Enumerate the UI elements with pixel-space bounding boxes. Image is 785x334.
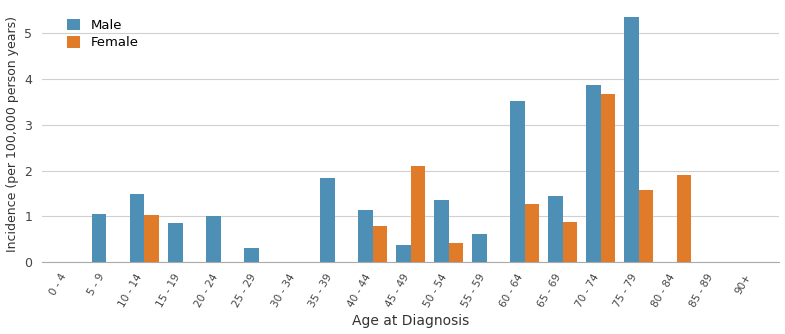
Bar [677, 175, 692, 262]
Bar [144, 215, 159, 262]
Bar [563, 222, 577, 262]
Bar [524, 204, 539, 262]
Bar [601, 94, 615, 262]
Bar [320, 177, 334, 262]
Legend: Male, Female: Male, Female [63, 15, 143, 53]
Bar [206, 215, 221, 262]
Bar [548, 196, 563, 262]
Bar [373, 226, 387, 262]
Bar [130, 194, 144, 262]
Bar [586, 85, 601, 262]
Bar [358, 210, 373, 262]
Bar [434, 199, 449, 262]
Bar [244, 248, 258, 262]
Bar [510, 101, 524, 262]
Bar [411, 166, 425, 262]
X-axis label: Age at Diagnosis: Age at Diagnosis [352, 314, 469, 328]
Bar [473, 234, 487, 262]
Bar [168, 223, 182, 262]
Bar [449, 243, 463, 262]
Y-axis label: Incidence (per 100,000 person years): Incidence (per 100,000 person years) [5, 16, 19, 252]
Bar [396, 245, 411, 262]
Bar [92, 214, 107, 262]
Bar [639, 190, 653, 262]
Bar [624, 17, 639, 262]
